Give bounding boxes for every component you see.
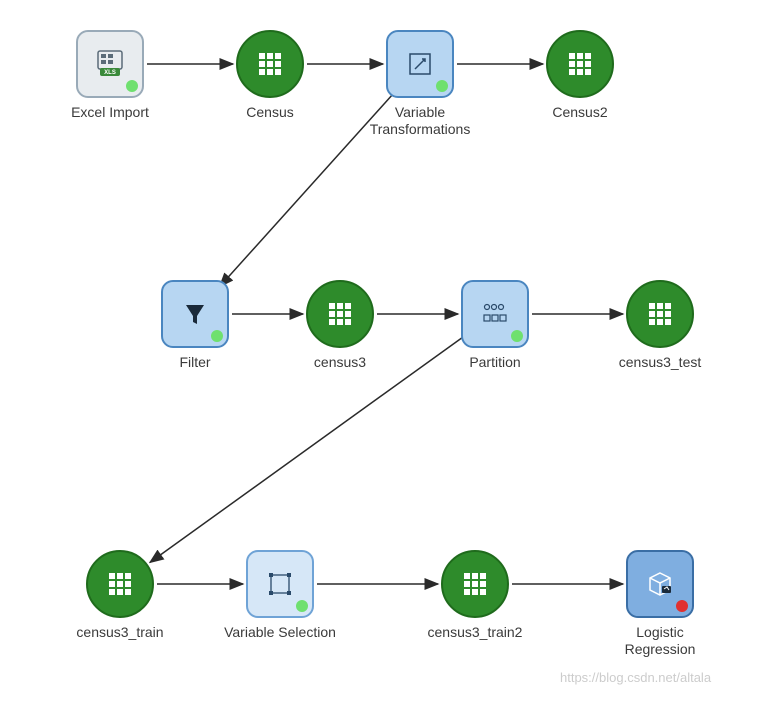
node-label: Filter (179, 354, 210, 371)
node-logistic[interactable]: Logistic Regression (600, 550, 720, 658)
grid-icon (306, 280, 374, 348)
xls-icon: XLS (76, 30, 144, 98)
node-c3train[interactable]: census3_train (60, 550, 180, 641)
selection-icon (246, 550, 314, 618)
grid-icon (626, 280, 694, 348)
svg-text:XLS: XLS (104, 70, 116, 76)
node-label: Census (246, 104, 293, 121)
node-filter[interactable]: Filter (135, 280, 255, 371)
node-label: census3_train2 (428, 624, 523, 641)
transform-icon (386, 30, 454, 98)
node-census[interactable]: Census (210, 30, 330, 121)
node-vartrans[interactable]: Variable Transformations (360, 30, 480, 138)
grid-icon (441, 550, 509, 618)
status-dot-green (511, 330, 523, 342)
flowchart-canvas: XLS Excel Import Census Variable Transfor… (0, 0, 778, 702)
partition-icon (461, 280, 529, 348)
node-census2[interactable]: Census2 (520, 30, 640, 121)
watermark-text: https://blog.csdn.net/altala (560, 670, 711, 685)
node-label: Variable Selection (224, 624, 336, 641)
grid-icon (236, 30, 304, 98)
model-icon (626, 550, 694, 618)
status-dot-green (211, 330, 223, 342)
node-label: Excel Import (71, 104, 149, 121)
status-dot-red (676, 600, 688, 612)
node-label: Partition (469, 354, 520, 371)
node-excel[interactable]: XLS Excel Import (50, 30, 170, 121)
node-c3test[interactable]: census3_test (600, 280, 720, 371)
node-label: census3_test (619, 354, 702, 371)
node-census3[interactable]: census3 (280, 280, 400, 371)
node-partition[interactable]: Partition (435, 280, 555, 371)
funnel-icon (161, 280, 229, 348)
grid-icon (546, 30, 614, 98)
node-label: Logistic Regression (625, 624, 696, 658)
node-label: census3_train (76, 624, 163, 641)
node-label: Census2 (552, 104, 607, 121)
grid-icon (86, 550, 154, 618)
status-dot-green (296, 600, 308, 612)
node-c3train2[interactable]: census3_train2 (415, 550, 535, 641)
node-label: census3 (314, 354, 366, 371)
status-dot-green (436, 80, 448, 92)
node-label: Variable Transformations (370, 104, 471, 138)
node-varsel[interactable]: Variable Selection (220, 550, 340, 641)
status-dot-green (126, 80, 138, 92)
